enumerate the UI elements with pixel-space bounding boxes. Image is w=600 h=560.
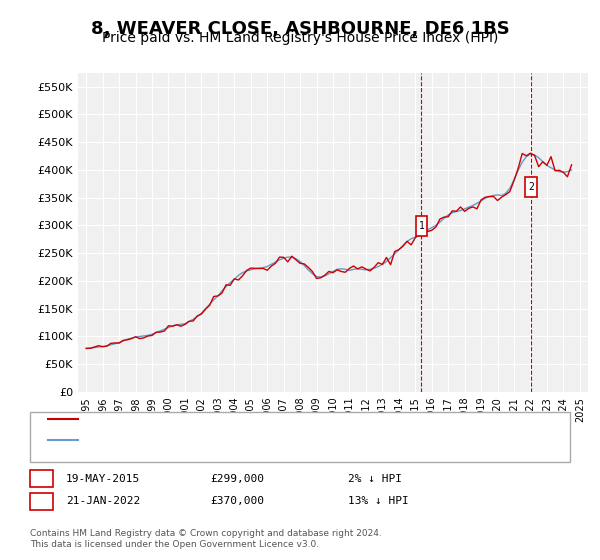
Text: 1: 1 bbox=[418, 221, 424, 231]
Text: 2: 2 bbox=[529, 181, 534, 192]
FancyBboxPatch shape bbox=[526, 176, 537, 197]
Text: 2: 2 bbox=[38, 496, 45, 506]
Text: 21-JAN-2022: 21-JAN-2022 bbox=[66, 496, 140, 506]
Text: 1: 1 bbox=[38, 474, 45, 484]
Text: 2% ↓ HPI: 2% ↓ HPI bbox=[348, 474, 402, 484]
Text: 13% ↓ HPI: 13% ↓ HPI bbox=[348, 496, 409, 506]
Text: £299,000: £299,000 bbox=[210, 474, 264, 484]
Text: HPI: Average price, detached house, Derbyshire Dales: HPI: Average price, detached house, Derb… bbox=[84, 435, 409, 445]
FancyBboxPatch shape bbox=[416, 216, 427, 236]
Text: 8, WEAVER CLOSE, ASHBOURNE, DE6 1BS (detached house): 8, WEAVER CLOSE, ASHBOURNE, DE6 1BS (det… bbox=[84, 414, 409, 424]
Text: 19-MAY-2015: 19-MAY-2015 bbox=[66, 474, 140, 484]
Text: Contains HM Land Registry data © Crown copyright and database right 2024.
This d: Contains HM Land Registry data © Crown c… bbox=[30, 529, 382, 549]
Text: 8, WEAVER CLOSE, ASHBOURNE, DE6 1BS: 8, WEAVER CLOSE, ASHBOURNE, DE6 1BS bbox=[91, 20, 509, 38]
Text: Price paid vs. HM Land Registry's House Price Index (HPI): Price paid vs. HM Land Registry's House … bbox=[102, 31, 498, 45]
Text: £370,000: £370,000 bbox=[210, 496, 264, 506]
